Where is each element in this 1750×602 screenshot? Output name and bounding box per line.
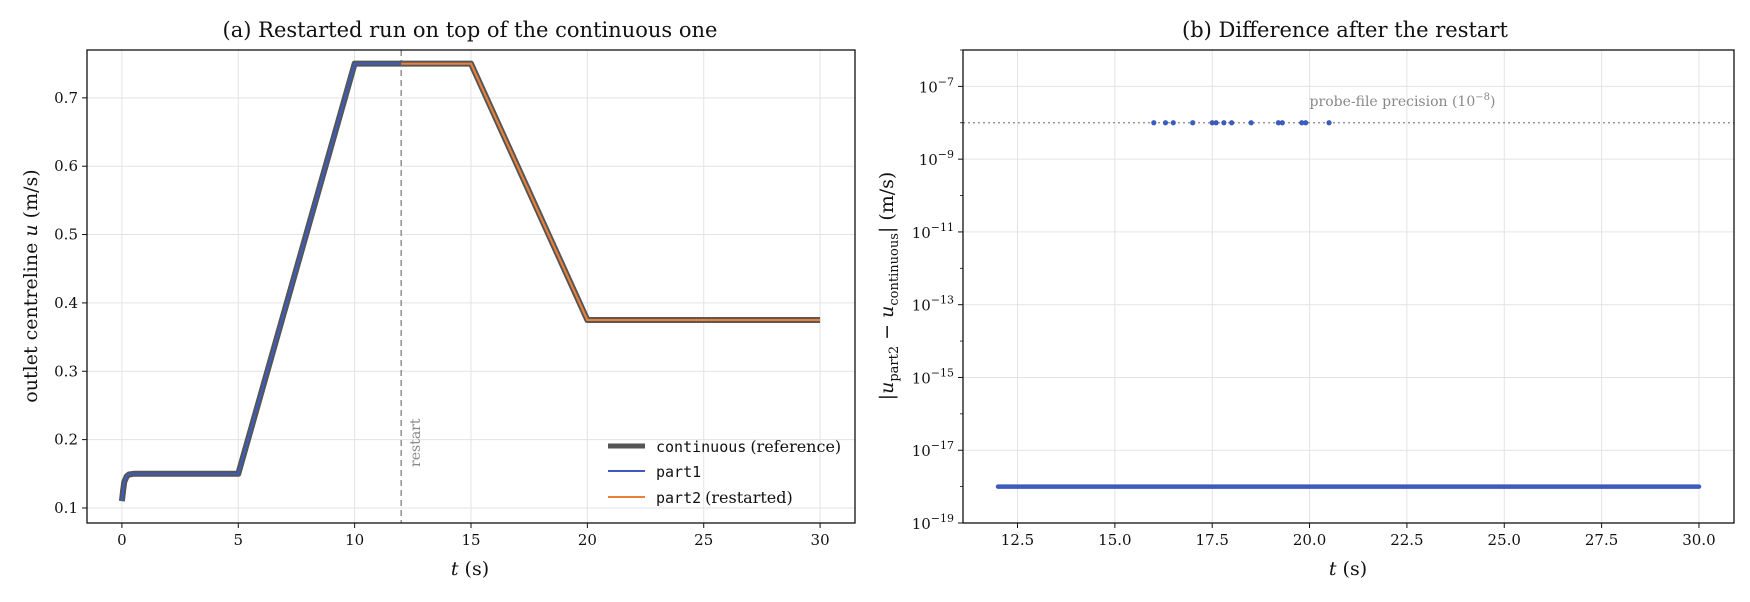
tick-label-y: 10−7 xyxy=(919,75,954,96)
panel-b-grid xyxy=(963,50,1734,524)
panel-b-plot: probe-file precision (10−8) xyxy=(963,92,1734,489)
tick-label-y: 0.2 xyxy=(54,431,78,449)
tick-label-y: 0.3 xyxy=(54,362,78,380)
difference-point xyxy=(1170,120,1176,126)
tick-label-x: 15.0 xyxy=(1098,531,1131,549)
tick-label-x: 27.5 xyxy=(1585,531,1618,549)
part1-line xyxy=(120,62,402,502)
panel-a: (a) Restarted run on top of the continuo… xyxy=(20,18,856,580)
legend-part1-label: part1 xyxy=(656,463,701,481)
panel-a-ylabel: outlet centreline u (m/s) xyxy=(20,169,42,402)
tick-label-x: 5 xyxy=(233,531,243,549)
panel-b-xlabel: t (s) xyxy=(1329,558,1367,580)
difference-point xyxy=(1209,120,1215,126)
difference-point xyxy=(1229,120,1235,126)
panel-a-xlabel: t (s) xyxy=(451,558,489,580)
difference-point xyxy=(1248,120,1254,126)
restart-label: restart xyxy=(408,418,424,467)
tick-label-y: 10−9 xyxy=(919,148,954,169)
difference-point xyxy=(1279,120,1285,126)
tick-label-x: 30 xyxy=(811,531,830,549)
panel-b-title: (b) Difference after the restart xyxy=(1182,18,1508,42)
panel-b-ylabel: |upart2 − ucontinuous| (m/s) xyxy=(876,172,902,401)
panel-b-frame xyxy=(962,49,1735,524)
panel-a-grid xyxy=(87,50,855,523)
difference-point xyxy=(1221,120,1227,126)
panel-a-plot: restart xyxy=(118,50,821,523)
part2-line xyxy=(401,62,821,322)
tick-label-y: 0.6 xyxy=(54,157,78,175)
tick-label-y: 0.7 xyxy=(54,89,78,107)
tick-label-x: 17.5 xyxy=(1196,531,1229,549)
tick-label-x: 12.5 xyxy=(1001,531,1034,549)
tick-label-y: 10−19 xyxy=(912,512,954,533)
tick-label-x: 15 xyxy=(461,531,480,549)
tick-label-x: 20.0 xyxy=(1293,531,1326,549)
tick-label-x: 20 xyxy=(578,531,597,549)
panel-a-ticks: 0 5 10 15 20 25 30 0.1 0.2 0.3 0.4 0.5 0.6 0.7 xyxy=(54,89,829,549)
precision-label: probe-file precision (10−8) xyxy=(1310,92,1496,110)
tick-label-y: 10−13 xyxy=(912,294,954,315)
tick-label-y: 0.5 xyxy=(54,226,78,244)
difference-point xyxy=(1303,120,1309,126)
difference-point xyxy=(1213,120,1219,126)
panel-a-title: (a) Restarted run on top of the continuo… xyxy=(223,18,718,42)
tick-label-x: 25 xyxy=(694,531,713,549)
panel-a-legend: continuous (reference) part1 part2 (rest… xyxy=(608,437,841,507)
difference-point xyxy=(1275,120,1282,126)
tick-label-x: 25.0 xyxy=(1488,531,1521,549)
legend-continuous-label: continuous (reference) xyxy=(656,437,841,456)
tick-label-x: 0 xyxy=(117,531,127,549)
difference-point xyxy=(1326,120,1332,126)
difference-point xyxy=(1190,120,1196,126)
difference-point xyxy=(1299,120,1305,126)
panel-b-ticks: 12.5 15.0 17.5 20.0 22.5 25.0 27.5 30.0 10−7 10−9… xyxy=(912,49,1716,549)
tick-label-x: 22.5 xyxy=(1390,531,1423,549)
legend-part2-label: part2 (restarted) xyxy=(656,488,793,507)
difference-point xyxy=(1151,120,1157,126)
tick-label-y: 10−17 xyxy=(912,439,954,460)
tick-label-x: 30.0 xyxy=(1682,531,1715,549)
tick-label-x: 10 xyxy=(345,531,364,549)
difference-point xyxy=(1162,120,1169,126)
tick-label-y: 0.1 xyxy=(54,499,78,517)
tick-label-y: 10−15 xyxy=(912,366,954,387)
tick-label-y: 0.4 xyxy=(54,294,78,312)
panel-b: (b) Difference after the restart probe-f… xyxy=(876,18,1735,580)
tick-label-y: 10−11 xyxy=(912,221,954,242)
